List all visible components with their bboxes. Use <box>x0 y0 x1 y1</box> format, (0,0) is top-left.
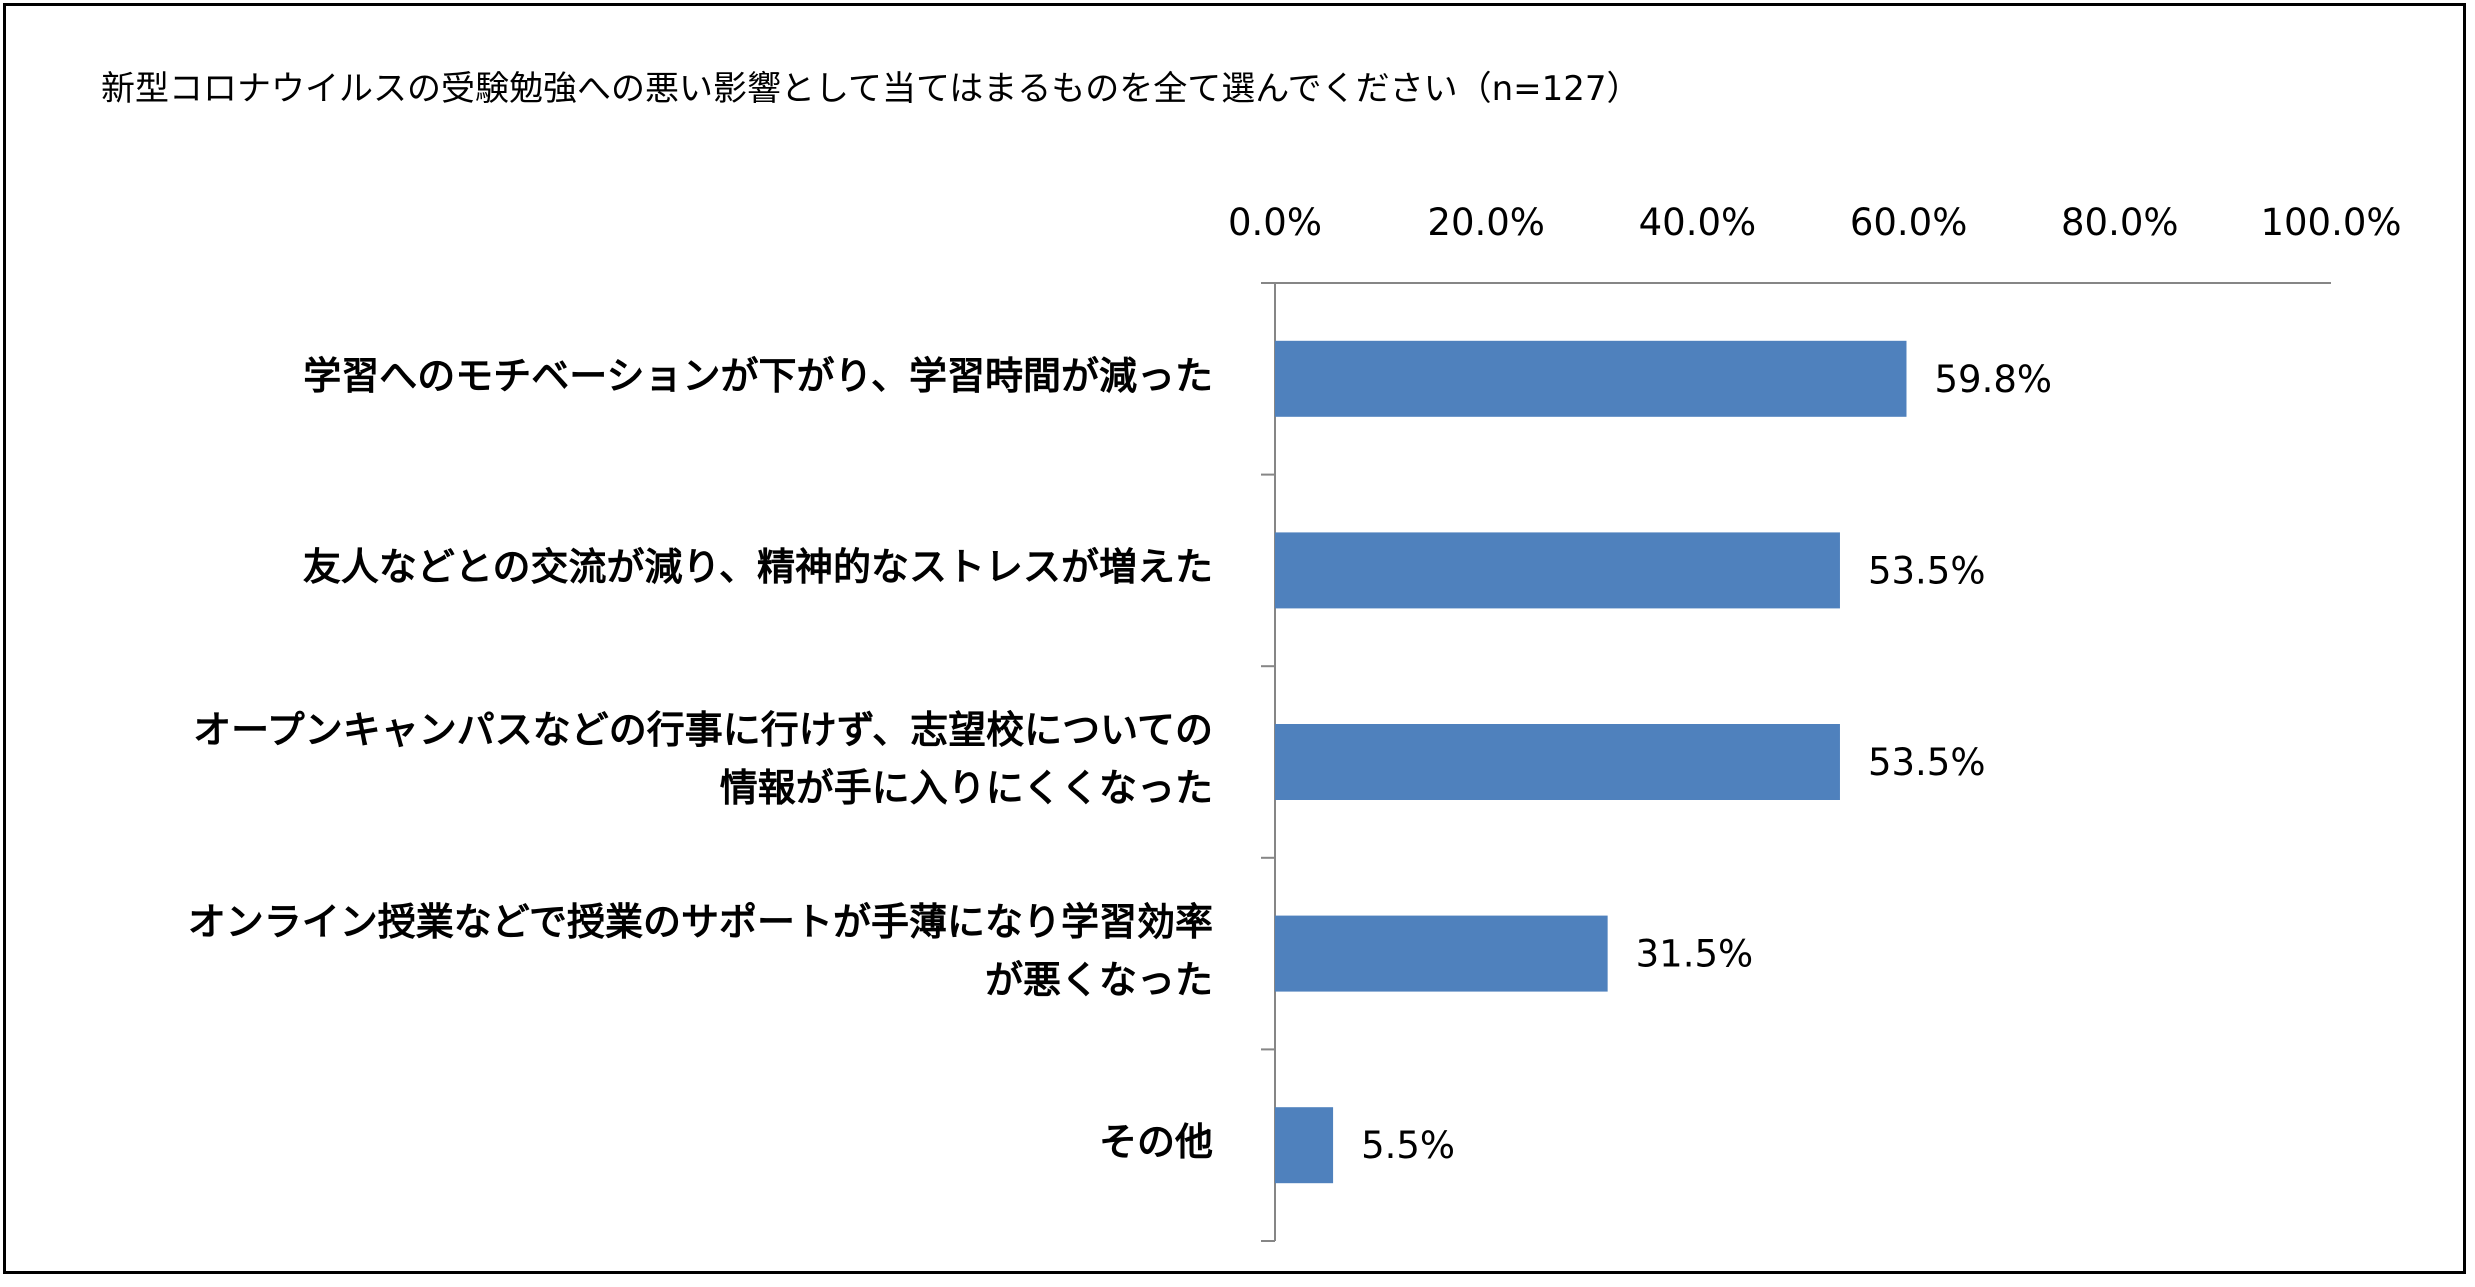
bar-chart: 0.0% 20.0% 40.0% 60.0% 80.0% 100.0% 59.8% 53.5%… <box>1228 201 2402 1242</box>
x-tick-label: 20.0% <box>1427 201 1545 244</box>
category-label: 友人などとの交流が減り、精神的なストレスが増えた <box>302 545 1213 590</box>
x-tick-label: 100.0% <box>2260 201 2401 244</box>
bar <box>1275 340 1907 417</box>
bar <box>1275 1107 1334 1184</box>
chart-frame: 新型コロナウイルスの受験勉強への悪い影響として当てはまるものを全て選んでください… <box>3 3 2466 1274</box>
data-label: 5.5% <box>1361 1124 1455 1167</box>
bar <box>1275 724 1840 800</box>
chart-title: 新型コロナウイルスの受験勉強への悪い影響として当てはまるものを全て選んでください… <box>101 69 1641 109</box>
data-label: 53.5% <box>1868 741 1986 784</box>
x-tick-label: 60.0% <box>1850 201 1968 244</box>
x-tick-label: 40.0% <box>1639 201 1757 244</box>
bar <box>1275 915 1608 992</box>
data-label: 31.5% <box>1636 933 1754 976</box>
category-label: オープンキャンパスなどの行事に行けず、志望校についての 情報が手に入りにくくなっ… <box>193 708 1213 810</box>
category-label: オンライン授業などで授業のサポートが手薄になり学習効率 が悪くなった <box>187 899 1213 1002</box>
category-label: その他 <box>1098 1120 1213 1165</box>
x-tick-label: 0.0% <box>1228 201 1322 244</box>
bar <box>1275 532 1840 609</box>
x-tick-label: 80.0% <box>2061 201 2179 244</box>
data-label: 59.8% <box>1934 358 2052 401</box>
category-label: 学習へのモチベーションが下がり、学習時間が減った <box>303 353 1213 398</box>
data-label: 53.5% <box>1868 549 1986 592</box>
